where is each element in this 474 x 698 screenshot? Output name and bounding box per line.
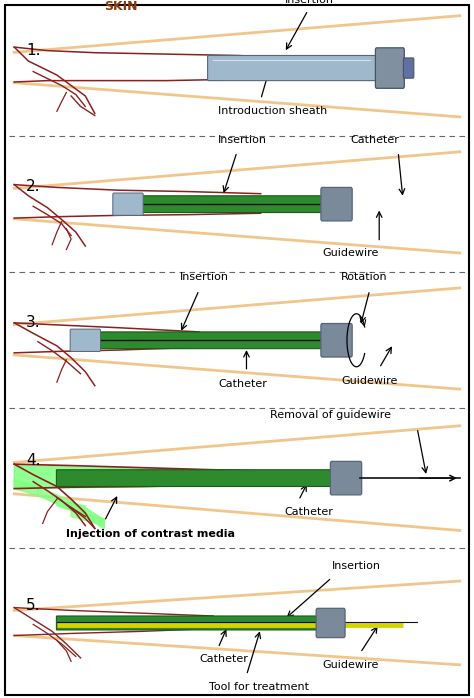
Text: SKIN: SKIN [104,0,138,13]
Polygon shape [57,500,85,514]
Polygon shape [85,507,104,529]
Text: 2.: 2. [26,179,41,194]
Text: Removal of guidewire: Removal of guidewire [270,410,391,420]
Text: Guidewire: Guidewire [341,376,398,386]
Text: Insertion: Insertion [180,272,229,283]
Text: 1.: 1. [26,43,41,58]
FancyBboxPatch shape [56,616,323,630]
Text: Guidewire: Guidewire [322,660,379,670]
FancyBboxPatch shape [56,470,332,487]
Polygon shape [14,466,261,489]
FancyBboxPatch shape [330,461,362,495]
Text: Catheter: Catheter [199,654,248,664]
Polygon shape [71,510,104,526]
Text: Injection of contrast media: Injection of contrast media [66,529,236,539]
FancyBboxPatch shape [113,193,143,215]
Text: Insertion: Insertion [284,0,333,5]
Polygon shape [57,495,85,517]
Text: Tool for treatment: Tool for treatment [209,682,309,692]
Text: Catheter: Catheter [351,135,400,145]
Text: Insertion: Insertion [218,135,267,145]
FancyBboxPatch shape [128,195,332,212]
Text: 4.: 4. [26,453,41,468]
FancyBboxPatch shape [321,324,352,357]
FancyBboxPatch shape [403,58,414,78]
Text: Catheter: Catheter [284,507,333,517]
FancyBboxPatch shape [316,608,345,638]
Text: Guidewire: Guidewire [322,248,379,258]
FancyBboxPatch shape [70,329,100,352]
Text: Rotation: Rotation [341,272,388,283]
Text: Insertion: Insertion [332,560,381,571]
FancyBboxPatch shape [375,47,404,88]
Polygon shape [14,480,38,496]
FancyBboxPatch shape [208,56,380,80]
FancyBboxPatch shape [321,187,352,221]
Polygon shape [38,487,57,504]
Text: 3.: 3. [26,315,41,330]
Text: Catheter: Catheter [218,378,267,389]
Text: 5.: 5. [26,598,41,613]
FancyBboxPatch shape [85,332,332,349]
Text: Introduction sheath: Introduction sheath [218,106,327,117]
